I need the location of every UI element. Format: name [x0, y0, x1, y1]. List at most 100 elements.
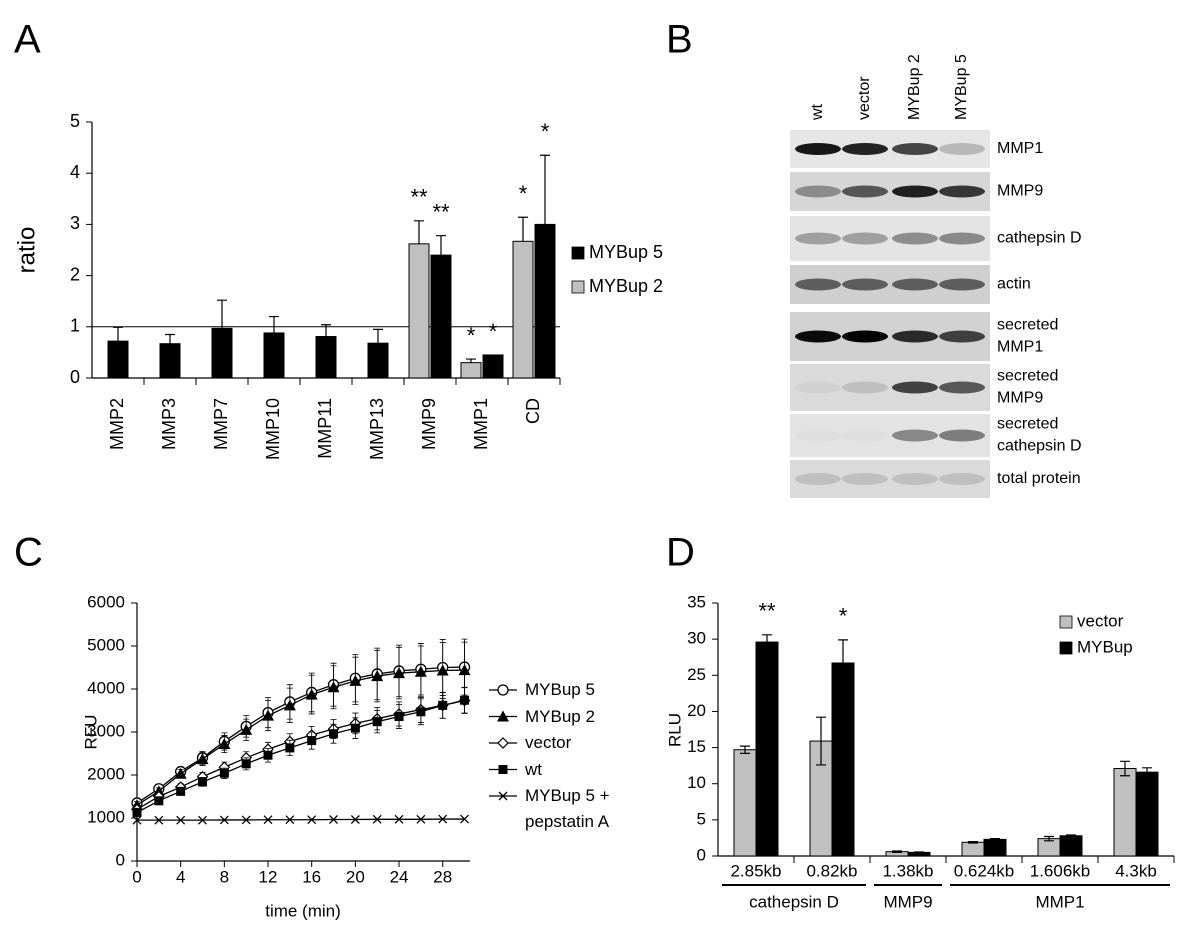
error-bar — [269, 315, 279, 333]
blot-band — [795, 143, 841, 155]
legend-label: MYBup — [1077, 637, 1133, 656]
marker — [436, 664, 449, 676]
legend-label: MYBup 5 — [589, 242, 663, 262]
error-bar — [373, 328, 383, 344]
y-tick-label: 25 — [687, 665, 706, 684]
legend-marker — [497, 710, 509, 722]
error-bar — [990, 838, 1000, 841]
bar — [831, 662, 855, 857]
blot-row-label: secreted — [997, 317, 1058, 334]
marker — [218, 738, 231, 750]
x-tick-label: 8 — [220, 867, 229, 886]
y-tick-label: 4000 — [87, 678, 125, 697]
y-tick-label: 35 — [687, 592, 706, 611]
x-tick-label: 4 — [176, 867, 185, 886]
error-bar — [892, 850, 902, 853]
y-tick-label: 1 — [70, 316, 80, 336]
blot-band — [842, 381, 888, 394]
y-tick-label: 0 — [116, 850, 125, 869]
blot-row-label: secreted — [997, 368, 1058, 385]
line — [137, 818, 465, 821]
blot-row-label: total protein — [997, 470, 1081, 487]
legend-label: MYBup 2 — [589, 276, 663, 296]
marker — [154, 815, 164, 825]
legend-label: MYBup 2 — [525, 706, 595, 726]
marker — [394, 814, 404, 824]
y-tick-label: 6000 — [87, 592, 125, 611]
blot-row-label: MMP1 — [997, 339, 1043, 356]
legend-swatch — [1059, 615, 1073, 629]
legend-label: MYBup 5 + pepstatin A — [525, 786, 610, 831]
y-tick-label: 4 — [70, 162, 80, 182]
x-tick-label: 0 — [132, 867, 141, 886]
blot-row-label: MMP9 — [997, 183, 1043, 200]
x-tick-label: CD — [523, 398, 543, 424]
blot-band — [892, 143, 938, 155]
marker — [241, 815, 251, 825]
marker — [219, 768, 229, 778]
y-tick-label: 5 — [70, 111, 80, 131]
bar — [159, 343, 181, 379]
blot-band — [939, 381, 985, 394]
legend-marker — [497, 737, 509, 749]
y-tick-label: 2000 — [87, 764, 125, 783]
marker — [132, 807, 142, 817]
error-bar — [113, 326, 123, 342]
marker — [305, 688, 318, 700]
x-tick-label: 0.82kb — [806, 861, 857, 880]
y-tick-label: 3 — [70, 213, 80, 233]
x-tick-label: MMP2 — [107, 398, 127, 450]
blot-row-label: cathepsin D — [997, 438, 1082, 455]
marker — [416, 814, 426, 824]
blot-band — [795, 185, 841, 198]
blot-band — [795, 330, 841, 343]
bar — [430, 254, 452, 379]
blot-strip — [790, 460, 990, 498]
legend-entry: MYBup 5 — [525, 680, 595, 699]
marker — [393, 667, 406, 679]
blot-band — [892, 278, 938, 291]
x-tick-label: 20 — [346, 867, 365, 886]
legend-swatch — [571, 246, 585, 260]
blot-band — [842, 430, 888, 442]
legend-swatch — [1059, 641, 1073, 655]
bar — [1135, 771, 1159, 857]
lane-label: MYBup 2 — [906, 54, 923, 120]
blot-band — [795, 381, 841, 394]
blot-band — [939, 278, 985, 291]
marker — [285, 815, 295, 825]
y-tick-label: 15 — [687, 737, 706, 756]
legend-entry: MYBup 5 + pepstatin A — [525, 786, 610, 831]
marker — [154, 796, 164, 806]
x-tick-label: 24 — [390, 867, 409, 886]
blot-band — [892, 330, 938, 343]
panel-label: A — [14, 18, 41, 62]
marker — [198, 815, 207, 825]
marker — [307, 736, 317, 746]
marker — [240, 723, 253, 735]
marker — [283, 699, 296, 711]
legend-entry: MYBup 2 — [525, 706, 595, 726]
marker — [414, 665, 427, 677]
marker — [327, 681, 340, 693]
x-tick-label: 2.85kb — [730, 861, 781, 880]
marker — [241, 759, 251, 769]
y-tick-label: 0 — [70, 367, 80, 387]
blot-band — [842, 143, 888, 155]
y-tick-label: 2 — [70, 264, 80, 284]
bar — [534, 223, 556, 379]
y-axis-label: ratio — [13, 227, 40, 274]
lane-label: wt — [809, 103, 826, 121]
bar — [408, 243, 430, 379]
marker — [285, 743, 295, 753]
blot-strip — [790, 414, 990, 457]
bar — [263, 332, 285, 379]
x-tick-label: MMP3 — [159, 398, 179, 450]
error-bar — [838, 639, 848, 687]
y-tick-label: 5 — [697, 809, 706, 828]
x-tick-label: 1.606kb — [1030, 861, 1091, 880]
legend-label: MYBup 5 — [525, 680, 595, 699]
marker — [262, 709, 275, 721]
y-tick-label: 5000 — [87, 635, 125, 654]
